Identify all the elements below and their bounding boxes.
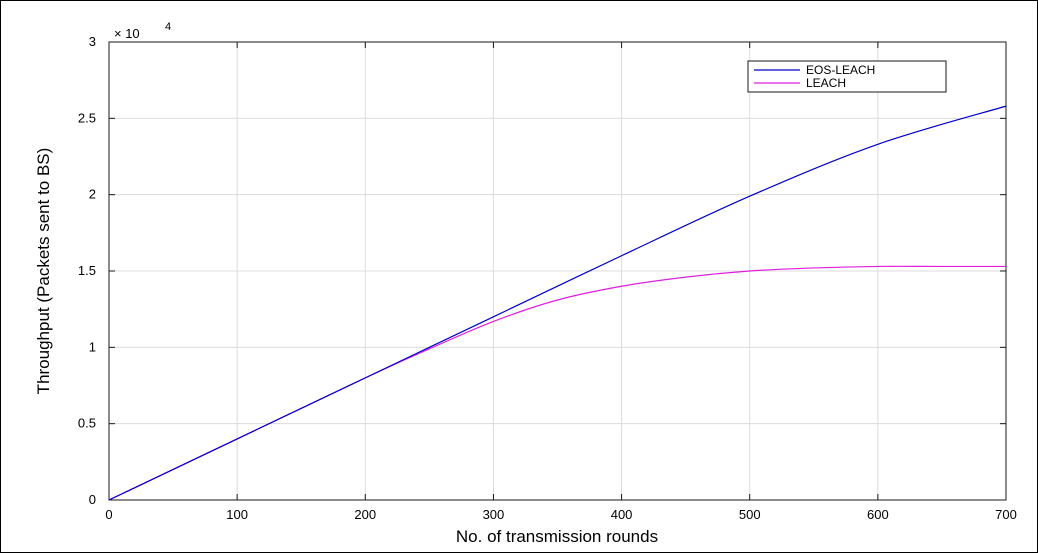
x-tick-label: 600 [867,507,889,522]
y-tick-label: 1 [89,339,96,354]
y-tick-label: 2 [89,187,96,202]
x-tick-label: 100 [226,507,248,522]
x-tick-label: 400 [611,507,633,522]
x-tick-label: 500 [739,507,761,522]
ticks: 0 100 200 300 400 500 600 700 0 0.5 1 1.5 2 2.5 3 [78,34,1017,522]
y-tick-label: 3 [89,34,96,49]
x-tick-label: 200 [354,507,376,522]
legend-label-eos-leach: EOS-LEACH [806,63,875,77]
x-tick-label: 0 [105,507,112,522]
y-axis-label: Throughput (Packets sent to BS) [34,148,53,395]
series-group [108,105,1007,501]
series-line-eos-leach [108,105,1007,501]
y-exponent-power: 4 [165,21,171,33]
grid [109,42,1006,500]
x-tick-label: 700 [995,507,1017,522]
y-tick-label: 0.5 [78,416,96,431]
y-exponent: × 10 4 [114,21,171,41]
y-exponent-base: × 10 [114,26,140,41]
y-tick-label: 2.5 [78,110,96,125]
legend-box [747,60,947,93]
y-tick-label: 0 [89,492,96,507]
y-tick-label: 1.5 [78,263,96,278]
legend-label-leach: LEACH [806,76,846,90]
series-line-leach [108,265,1006,501]
x-tick-label: 300 [483,507,505,522]
x-axis-label: No. of transmission rounds [456,527,658,546]
